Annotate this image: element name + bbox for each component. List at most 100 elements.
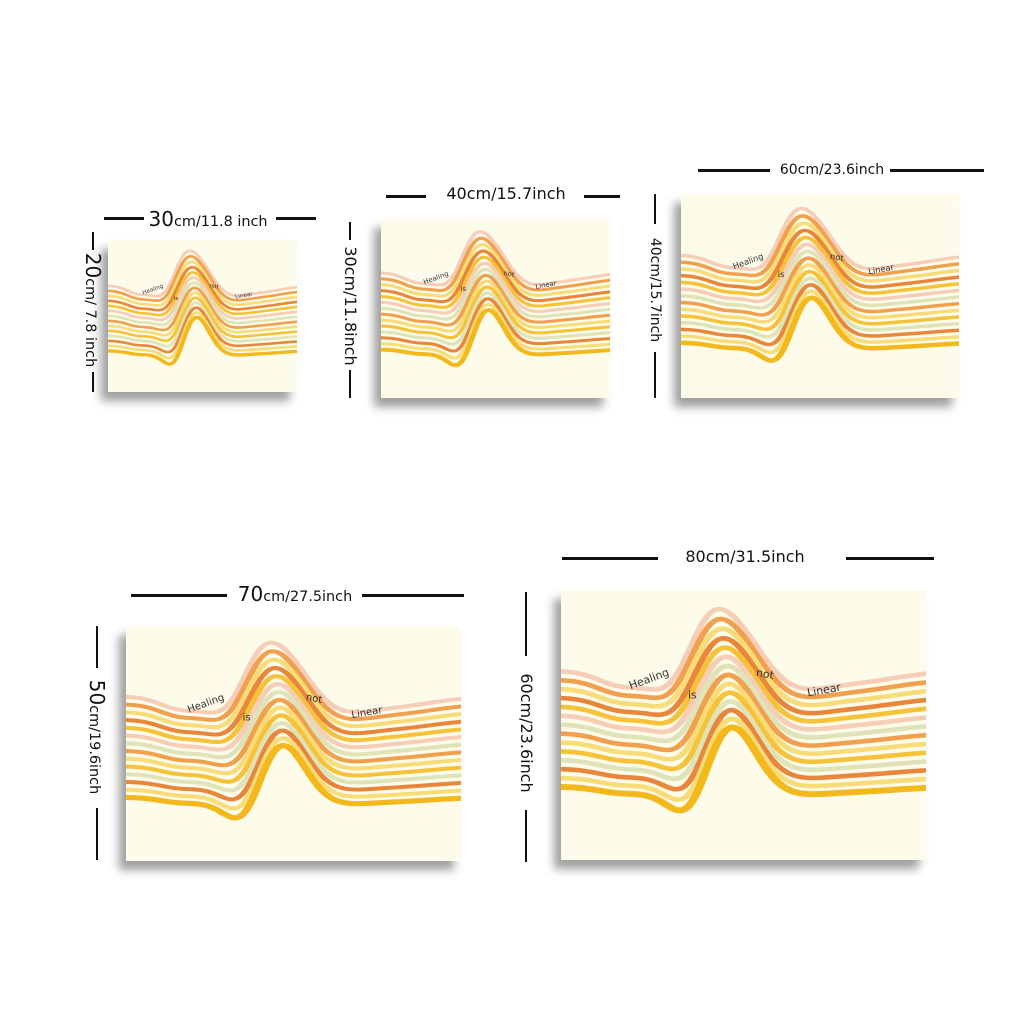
wave-stripes-artwork: [108, 249, 297, 366]
height-dimension-line: [349, 222, 351, 240]
width-value: 70: [237, 582, 264, 606]
height-value: 50: [85, 679, 110, 706]
width-unit: cm/11.8 inch: [173, 214, 268, 230]
wave-stripe: [126, 649, 461, 722]
wave-stripe: [681, 269, 959, 331]
wave-stripes-artwork: [681, 206, 959, 363]
wave-stripe: [381, 297, 610, 353]
height-value: 20: [81, 252, 106, 279]
wave-stripe: [126, 728, 461, 802]
wave-stripe: [126, 742, 461, 821]
wave-stripe: [381, 291, 610, 346]
wave-stripe: [126, 682, 461, 752]
wave-stripe: [126, 690, 461, 760]
wave-stripe: [561, 724, 926, 814]
width-dimension-line: [276, 217, 316, 220]
wave-stripe: [108, 276, 297, 322]
artwork-canvas: Healing is not Linear: [126, 626, 461, 861]
width-dimension-line: [890, 169, 984, 172]
wave-stripe: [381, 249, 610, 304]
wave-stripe: [381, 307, 610, 368]
wave-stripe: [108, 271, 297, 317]
wave-stripe: [381, 267, 610, 321]
width-label: 80cm/31.5inch: [685, 549, 804, 565]
wave-stripe: [108, 281, 297, 327]
width-label: 30cm/11.8 inch: [149, 209, 268, 229]
height-dimension-line: [525, 592, 527, 656]
height-value: 40cm/15.7inch: [647, 237, 663, 343]
width-dimension-line: [584, 195, 620, 198]
width-value: 80cm/31.5inch: [685, 547, 805, 566]
wave-stripe: [681, 242, 959, 304]
width-value: 60cm/23.6inch: [779, 162, 885, 178]
wave-stripe: [561, 606, 926, 692]
wave-stripe: [681, 235, 959, 297]
artwork-word: not: [755, 665, 776, 682]
wave-stripe: [381, 255, 610, 309]
height-label: 40cm/15.7inch: [647, 237, 663, 343]
wave-stripe: [381, 279, 610, 333]
wave-stripes-artwork: [381, 230, 610, 368]
height-dimension-line: [96, 808, 98, 860]
wave-stripe: [561, 645, 926, 726]
wave-stripe: [561, 681, 926, 762]
artwork-canvas: Healing is not Linear: [681, 194, 959, 398]
wave-stripe: [381, 236, 610, 292]
wave-stripe: [126, 697, 461, 768]
wave-stripe: [108, 249, 297, 298]
height-label: 30cm/11.8inch: [341, 246, 360, 366]
wave-stripe: [108, 286, 297, 332]
height-dimension-line: [525, 810, 527, 862]
artwork-word: is: [242, 712, 251, 724]
height-dimension-line: [654, 352, 656, 398]
wave-stripe: [126, 735, 461, 811]
wave-stripe: [561, 636, 926, 718]
height-dimension-line: [92, 232, 94, 250]
wave-stripe: [561, 616, 926, 701]
wave-stripe: [681, 283, 959, 347]
wave-stripe: [681, 289, 959, 355]
artwork-word: is: [173, 296, 179, 303]
wave-stripe: [126, 721, 461, 793]
wave-stripe: [681, 249, 959, 310]
wave-stripe: [126, 666, 461, 737]
width-label: 70cm/27.5inch: [238, 584, 352, 604]
wave-stripe: [108, 260, 297, 307]
height-label: 50cm/19.6inch: [85, 679, 110, 794]
wave-stripe: [681, 214, 959, 278]
height-value: 30cm/11.8inch: [341, 246, 360, 366]
height-dimension-line: [92, 372, 94, 392]
artwork-canvas: Healing is not Linear: [561, 590, 926, 860]
wave-stripe: [108, 315, 297, 366]
height-value: 60cm/23.6inch: [517, 673, 536, 793]
wave-stripe: [126, 640, 461, 715]
wave-stripe: [126, 674, 461, 745]
wave-stripe: [681, 256, 959, 317]
width-dimension-line: [698, 169, 770, 172]
width-label: 60cm/23.6inch: [780, 163, 884, 177]
wave-stripe: [108, 311, 297, 360]
wave-stripe: [561, 663, 926, 744]
width-dimension-line: [104, 217, 144, 220]
wave-stripe: [126, 705, 461, 776]
width-label: 40cm/15.7inch: [446, 186, 565, 202]
wave-stripe: [381, 261, 610, 315]
height-unit: cm/ 7.8 inch: [82, 278, 99, 368]
wave-stripes-artwork: [126, 640, 461, 821]
width-value: 30: [148, 207, 174, 231]
wave-stripe: [681, 295, 959, 363]
wave-stripe: [681, 263, 959, 324]
height-dimension-line: [349, 370, 351, 398]
wave-stripe: [381, 230, 610, 287]
width-dimension-line: [562, 557, 658, 560]
width-unit: cm/27.5inch: [263, 589, 353, 605]
wave-stripe: [108, 291, 297, 337]
height-dimension-line: [654, 194, 656, 224]
width-dimension-line: [386, 195, 426, 198]
wave-stripe: [681, 276, 959, 339]
wave-stripe: [561, 672, 926, 753]
width-dimension-line: [362, 594, 464, 597]
artwork-word: is: [688, 688, 697, 702]
wave-stripe: [126, 713, 461, 784]
wave-stripe: [126, 657, 461, 730]
